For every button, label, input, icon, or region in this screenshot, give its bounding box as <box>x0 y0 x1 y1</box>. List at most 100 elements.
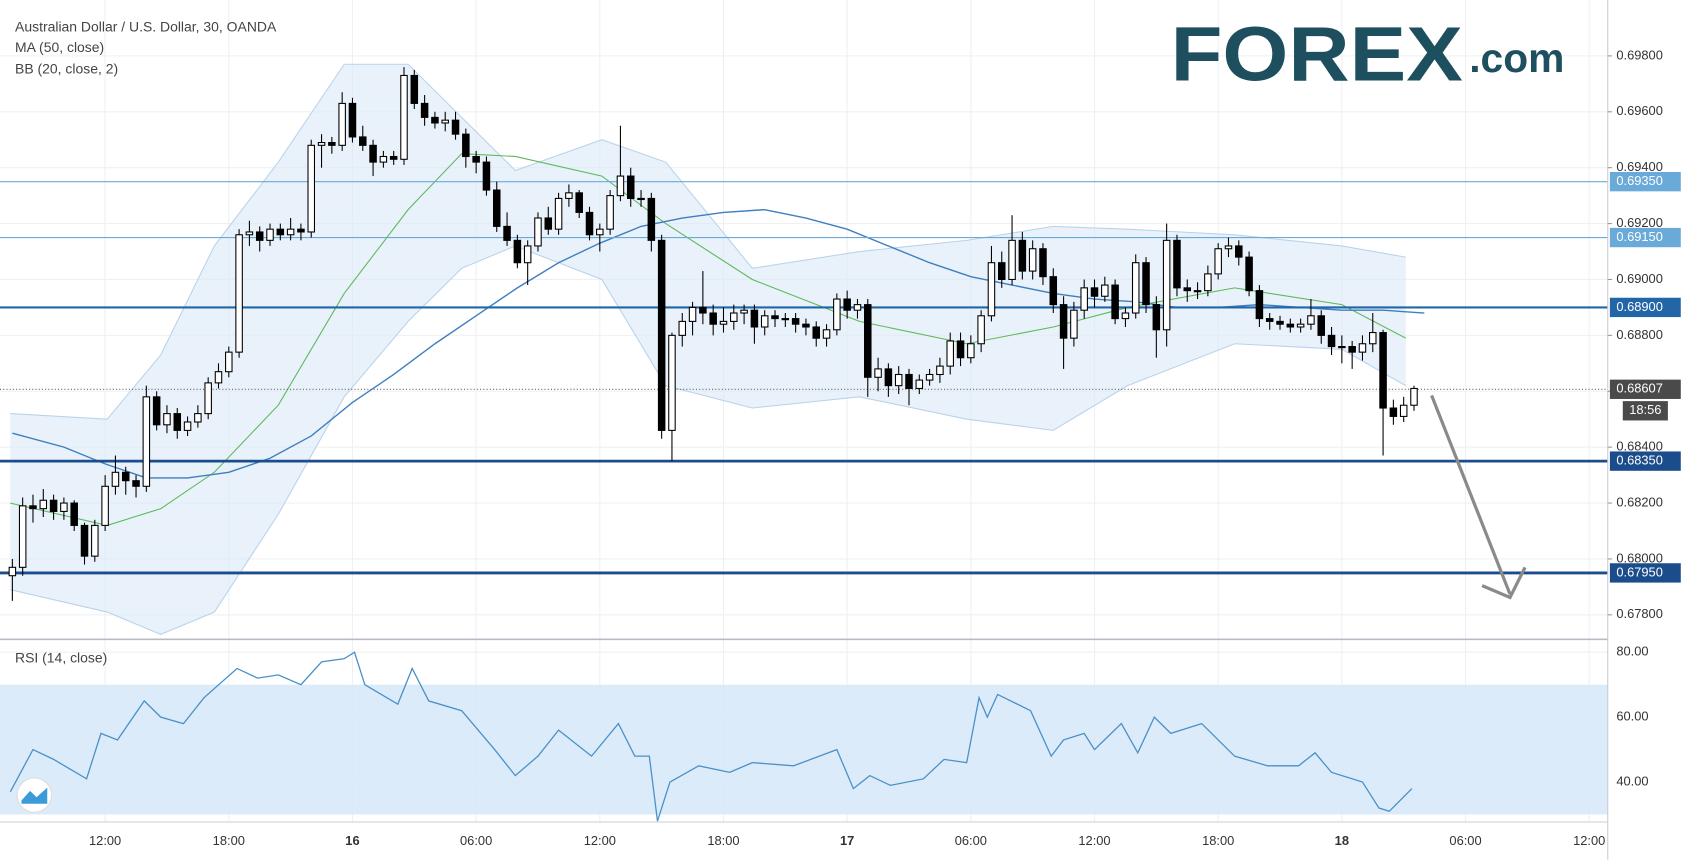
candle-body <box>49 499 58 512</box>
candle-body <box>369 144 377 163</box>
candle-body <box>730 312 738 322</box>
candle-body <box>822 329 831 339</box>
candle-body <box>80 524 89 557</box>
candle-body <box>214 371 223 384</box>
candle-body <box>18 505 27 568</box>
candle-body <box>967 343 975 359</box>
candle-body <box>266 228 274 241</box>
candle-body <box>1142 262 1150 306</box>
candle-body <box>626 175 635 199</box>
bb-band <box>10 64 1406 635</box>
candle-body <box>1193 290 1202 293</box>
candle-body <box>925 373 934 381</box>
candle-body <box>791 318 800 325</box>
candle-body <box>297 228 305 233</box>
candle-body <box>1276 320 1284 325</box>
candle-body <box>997 262 1006 281</box>
last-price-label: 0.68607 <box>1616 381 1663 396</box>
candle-body <box>596 228 604 236</box>
candle-body <box>812 326 820 339</box>
candle-body <box>111 471 120 487</box>
candle-body <box>121 471 130 482</box>
y-tick-label: 0.69800 <box>1616 47 1663 62</box>
candle-body <box>668 334 676 431</box>
candle-body <box>1307 315 1315 325</box>
candle-body <box>1070 309 1078 339</box>
candle-body <box>781 318 790 321</box>
x-tick-label: 17 <box>840 833 854 848</box>
candle-body <box>1162 239 1171 331</box>
x-tick-label: 06:00 <box>955 833 987 848</box>
candle-body <box>1410 387 1418 406</box>
candle-body <box>39 499 48 510</box>
candle-body <box>132 480 140 487</box>
candle-body <box>1399 404 1408 417</box>
level-tag <box>1609 451 1681 471</box>
chart-title: Australian Dollar / U.S. Dollar, 30, OAN… <box>15 19 277 35</box>
indicator-label: MA (50, close) <box>15 39 104 55</box>
bb-lower <box>10 245 1406 635</box>
y-tick-label: 0.67800 <box>1616 606 1663 621</box>
candle-body <box>1235 245 1243 258</box>
candle-body <box>101 485 109 526</box>
x-tick-label: 12:00 <box>1078 833 1110 848</box>
candle-body <box>1245 256 1253 292</box>
forecast-arrow <box>1430 394 1512 595</box>
candle-body <box>400 74 408 160</box>
candle-body <box>1183 287 1192 292</box>
candle-body <box>740 309 748 314</box>
level-tag <box>1609 171 1681 192</box>
candle-body <box>637 197 645 201</box>
candle-body <box>379 155 388 163</box>
candle-body <box>492 189 501 227</box>
candle-body <box>1049 276 1058 306</box>
level-label: 0.68900 <box>1616 299 1663 314</box>
candle-body <box>183 421 192 431</box>
candle-body <box>1018 239 1027 272</box>
candle-body <box>1317 315 1325 336</box>
candle-body <box>1286 323 1295 328</box>
candle-body <box>1379 332 1387 409</box>
candle-body <box>1090 287 1099 297</box>
candle-body <box>204 382 212 415</box>
candle-body <box>420 102 429 118</box>
x-tick-label: 12:00 <box>584 833 616 848</box>
candle-body <box>1338 346 1346 349</box>
level-tag <box>1609 563 1681 583</box>
candle-body <box>1080 287 1088 311</box>
candle-body <box>936 365 944 376</box>
candle-body <box>317 141 326 146</box>
x-tick-label: 18 <box>1335 833 1349 848</box>
candle-body <box>905 373 913 390</box>
candle-body <box>616 175 625 197</box>
candle-body <box>1204 273 1212 292</box>
candle-body <box>523 245 532 264</box>
candle-body <box>503 225 511 241</box>
level-tag <box>1609 297 1681 318</box>
candle-body <box>915 379 924 390</box>
candle-body <box>956 340 965 359</box>
last-price-tag <box>1609 379 1681 399</box>
candle-body <box>472 155 480 163</box>
candle-body <box>1369 332 1377 345</box>
candle-body <box>1152 304 1161 331</box>
candle-body <box>1255 290 1264 320</box>
candle-body <box>688 306 697 322</box>
candle-body <box>276 228 285 236</box>
y-tick-label: 0.69200 <box>1616 215 1663 230</box>
candle-body <box>843 298 851 311</box>
x-tick-label: 12:00 <box>1573 833 1605 848</box>
candle-body <box>152 396 161 426</box>
candle-body <box>1111 284 1119 320</box>
candle-body <box>431 116 439 124</box>
candle-body <box>585 211 594 236</box>
candle-body <box>802 323 810 328</box>
y-tick-label: 0.69400 <box>1616 159 1663 174</box>
candle-body <box>338 102 346 146</box>
candle-body <box>513 239 522 264</box>
candle-body <box>441 119 449 124</box>
candle-body <box>255 231 264 241</box>
logo-brand: FOREX <box>1171 12 1463 98</box>
